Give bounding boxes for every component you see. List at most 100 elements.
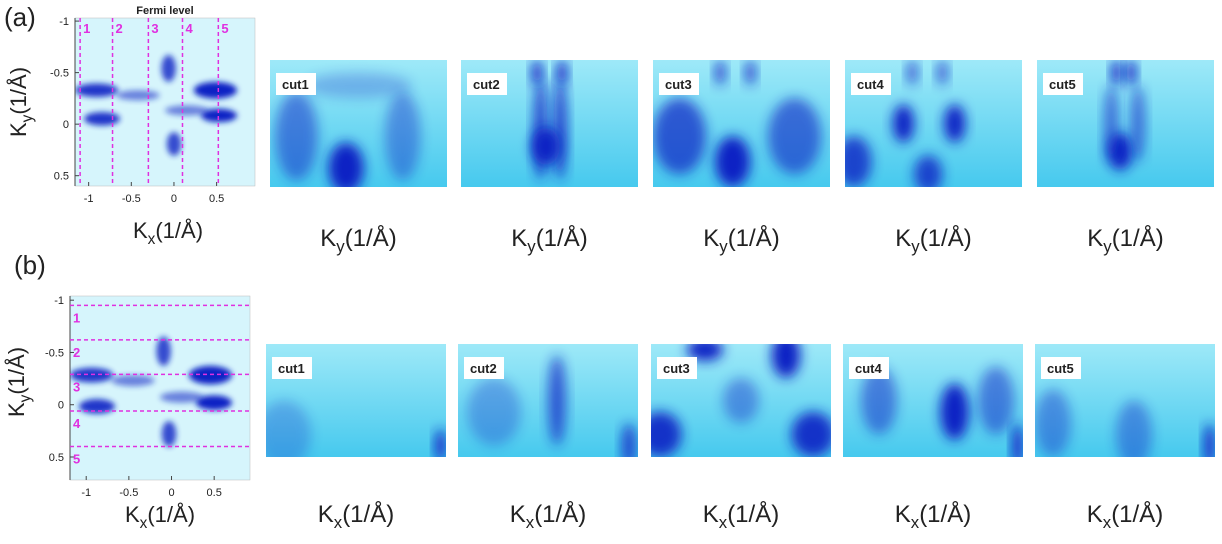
intensity-feature [1130, 85, 1145, 162]
intensity-feature [201, 108, 237, 123]
intensity-feature [435, 428, 446, 457]
axis-label: Ky(1/Å) [895, 224, 971, 256]
cut-label-box [851, 73, 891, 95]
panel-label: (a) [4, 2, 36, 32]
cut-label: cut3 [663, 361, 690, 376]
axis-label: Ky(1/Å) [1087, 224, 1163, 256]
x-tick-label: -0.5 [119, 487, 138, 499]
axis-subscript: y [527, 237, 536, 256]
y-tick-label: -0.5 [50, 68, 69, 80]
axis-subscript: x [719, 513, 728, 532]
intensity-feature [556, 60, 568, 86]
intensity-feature [940, 383, 969, 441]
axis-subscript: y [911, 237, 920, 256]
axis-label: Ky(1/Å) [511, 224, 587, 256]
axis-symbol: K [511, 225, 527, 252]
intensity-feature [1104, 85, 1119, 162]
cut-label-box [659, 73, 699, 95]
y-tick-label: 0.5 [49, 452, 64, 464]
axis-symbol: K [1087, 501, 1103, 528]
axis-unit: (1/Å) [728, 224, 780, 252]
intensity-image [651, 344, 831, 457]
y-tick-label: 0 [63, 119, 69, 131]
intensity-feature [161, 54, 176, 82]
cut-label-box [276, 73, 316, 95]
intensity-feature [193, 81, 237, 99]
intensity-feature [1035, 389, 1071, 457]
intensity-feature [116, 90, 160, 101]
cut-label-box [1043, 73, 1083, 95]
axis-subscript: x [334, 513, 343, 532]
intensity-feature [978, 366, 1014, 435]
intensity-feature [1116, 400, 1152, 457]
intensity-feature [166, 132, 182, 156]
cut-number: 3 [151, 21, 158, 36]
intensity-feature [531, 60, 543, 86]
intensity-feature [305, 72, 412, 99]
cut-number: 2 [116, 21, 123, 36]
intensity-feature [275, 91, 318, 181]
axis-subscript: y [1103, 237, 1112, 256]
axis-subscript: y [17, 394, 34, 402]
intensity-feature [84, 112, 120, 126]
intensity-feature [111, 375, 155, 387]
intensity-feature [714, 60, 726, 86]
axis-symbol: K [125, 502, 140, 527]
cut-number: 1 [73, 310, 80, 325]
intensity-feature [75, 83, 119, 97]
intensity-feature [845, 136, 872, 187]
axis-subscript: x [140, 515, 148, 532]
intensity-feature [651, 411, 682, 457]
cut-label: cut1 [278, 361, 305, 376]
axis-symbol: K [703, 501, 719, 528]
intensity-feature [531, 127, 561, 166]
axis-unit: (1/Å) [536, 224, 588, 252]
intensity-feature [944, 104, 966, 143]
axis-symbol: K [4, 402, 29, 417]
intensity-feature [266, 400, 311, 457]
image-background [70, 296, 250, 480]
axis-unit: (1/Å) [342, 500, 394, 528]
axis-symbol: K [1087, 225, 1103, 252]
x-tick-label: -0.5 [122, 193, 141, 205]
axis-unit: (1/Å) [155, 218, 203, 243]
axis-subscript: x [526, 513, 535, 532]
intensity-feature [1111, 60, 1122, 86]
x-tick-label: 0 [168, 487, 174, 499]
cut-number: 4 [73, 416, 81, 431]
intensity-feature [906, 60, 918, 86]
y-tick-label: -1 [59, 16, 69, 28]
intensity-feature [1125, 60, 1137, 86]
axis-label: Kx(1/Å) [703, 500, 779, 532]
cut-label: cut4 [857, 77, 885, 92]
cut-number: 5 [73, 452, 80, 467]
axis-subscript: y [336, 237, 345, 256]
cut-label: cut2 [473, 77, 500, 92]
axis-unit: (1/Å) [920, 224, 972, 252]
cut-label-box [464, 357, 504, 379]
y-tick-label: 0.5 [54, 171, 69, 183]
intensity-feature [165, 105, 209, 116]
intensity-feature [156, 336, 171, 366]
intensity-feature [328, 142, 364, 187]
axis-symbol: K [895, 501, 911, 528]
intensity-feature [79, 399, 115, 414]
axis-subscript: x [1103, 513, 1112, 532]
cut-label-box [467, 73, 507, 95]
intensity-feature [745, 60, 756, 86]
intensity-feature [196, 395, 232, 411]
axis-label: Ky(1/Å) [6, 67, 36, 137]
intensity-feature [467, 377, 521, 446]
axis-label: Kx(1/Å) [1087, 500, 1163, 532]
cut-label-box [272, 357, 312, 379]
axis-symbol: K [703, 225, 719, 252]
intensity-feature [771, 344, 801, 378]
axis-symbol: K [320, 225, 336, 252]
intensity-feature [1012, 423, 1023, 457]
intensity-feature [621, 423, 637, 457]
intensity-feature [687, 344, 723, 361]
axis-label: Ky(1/Å) [703, 224, 779, 256]
y-tick-label: -0.5 [45, 347, 64, 359]
intensity-feature [723, 377, 759, 424]
